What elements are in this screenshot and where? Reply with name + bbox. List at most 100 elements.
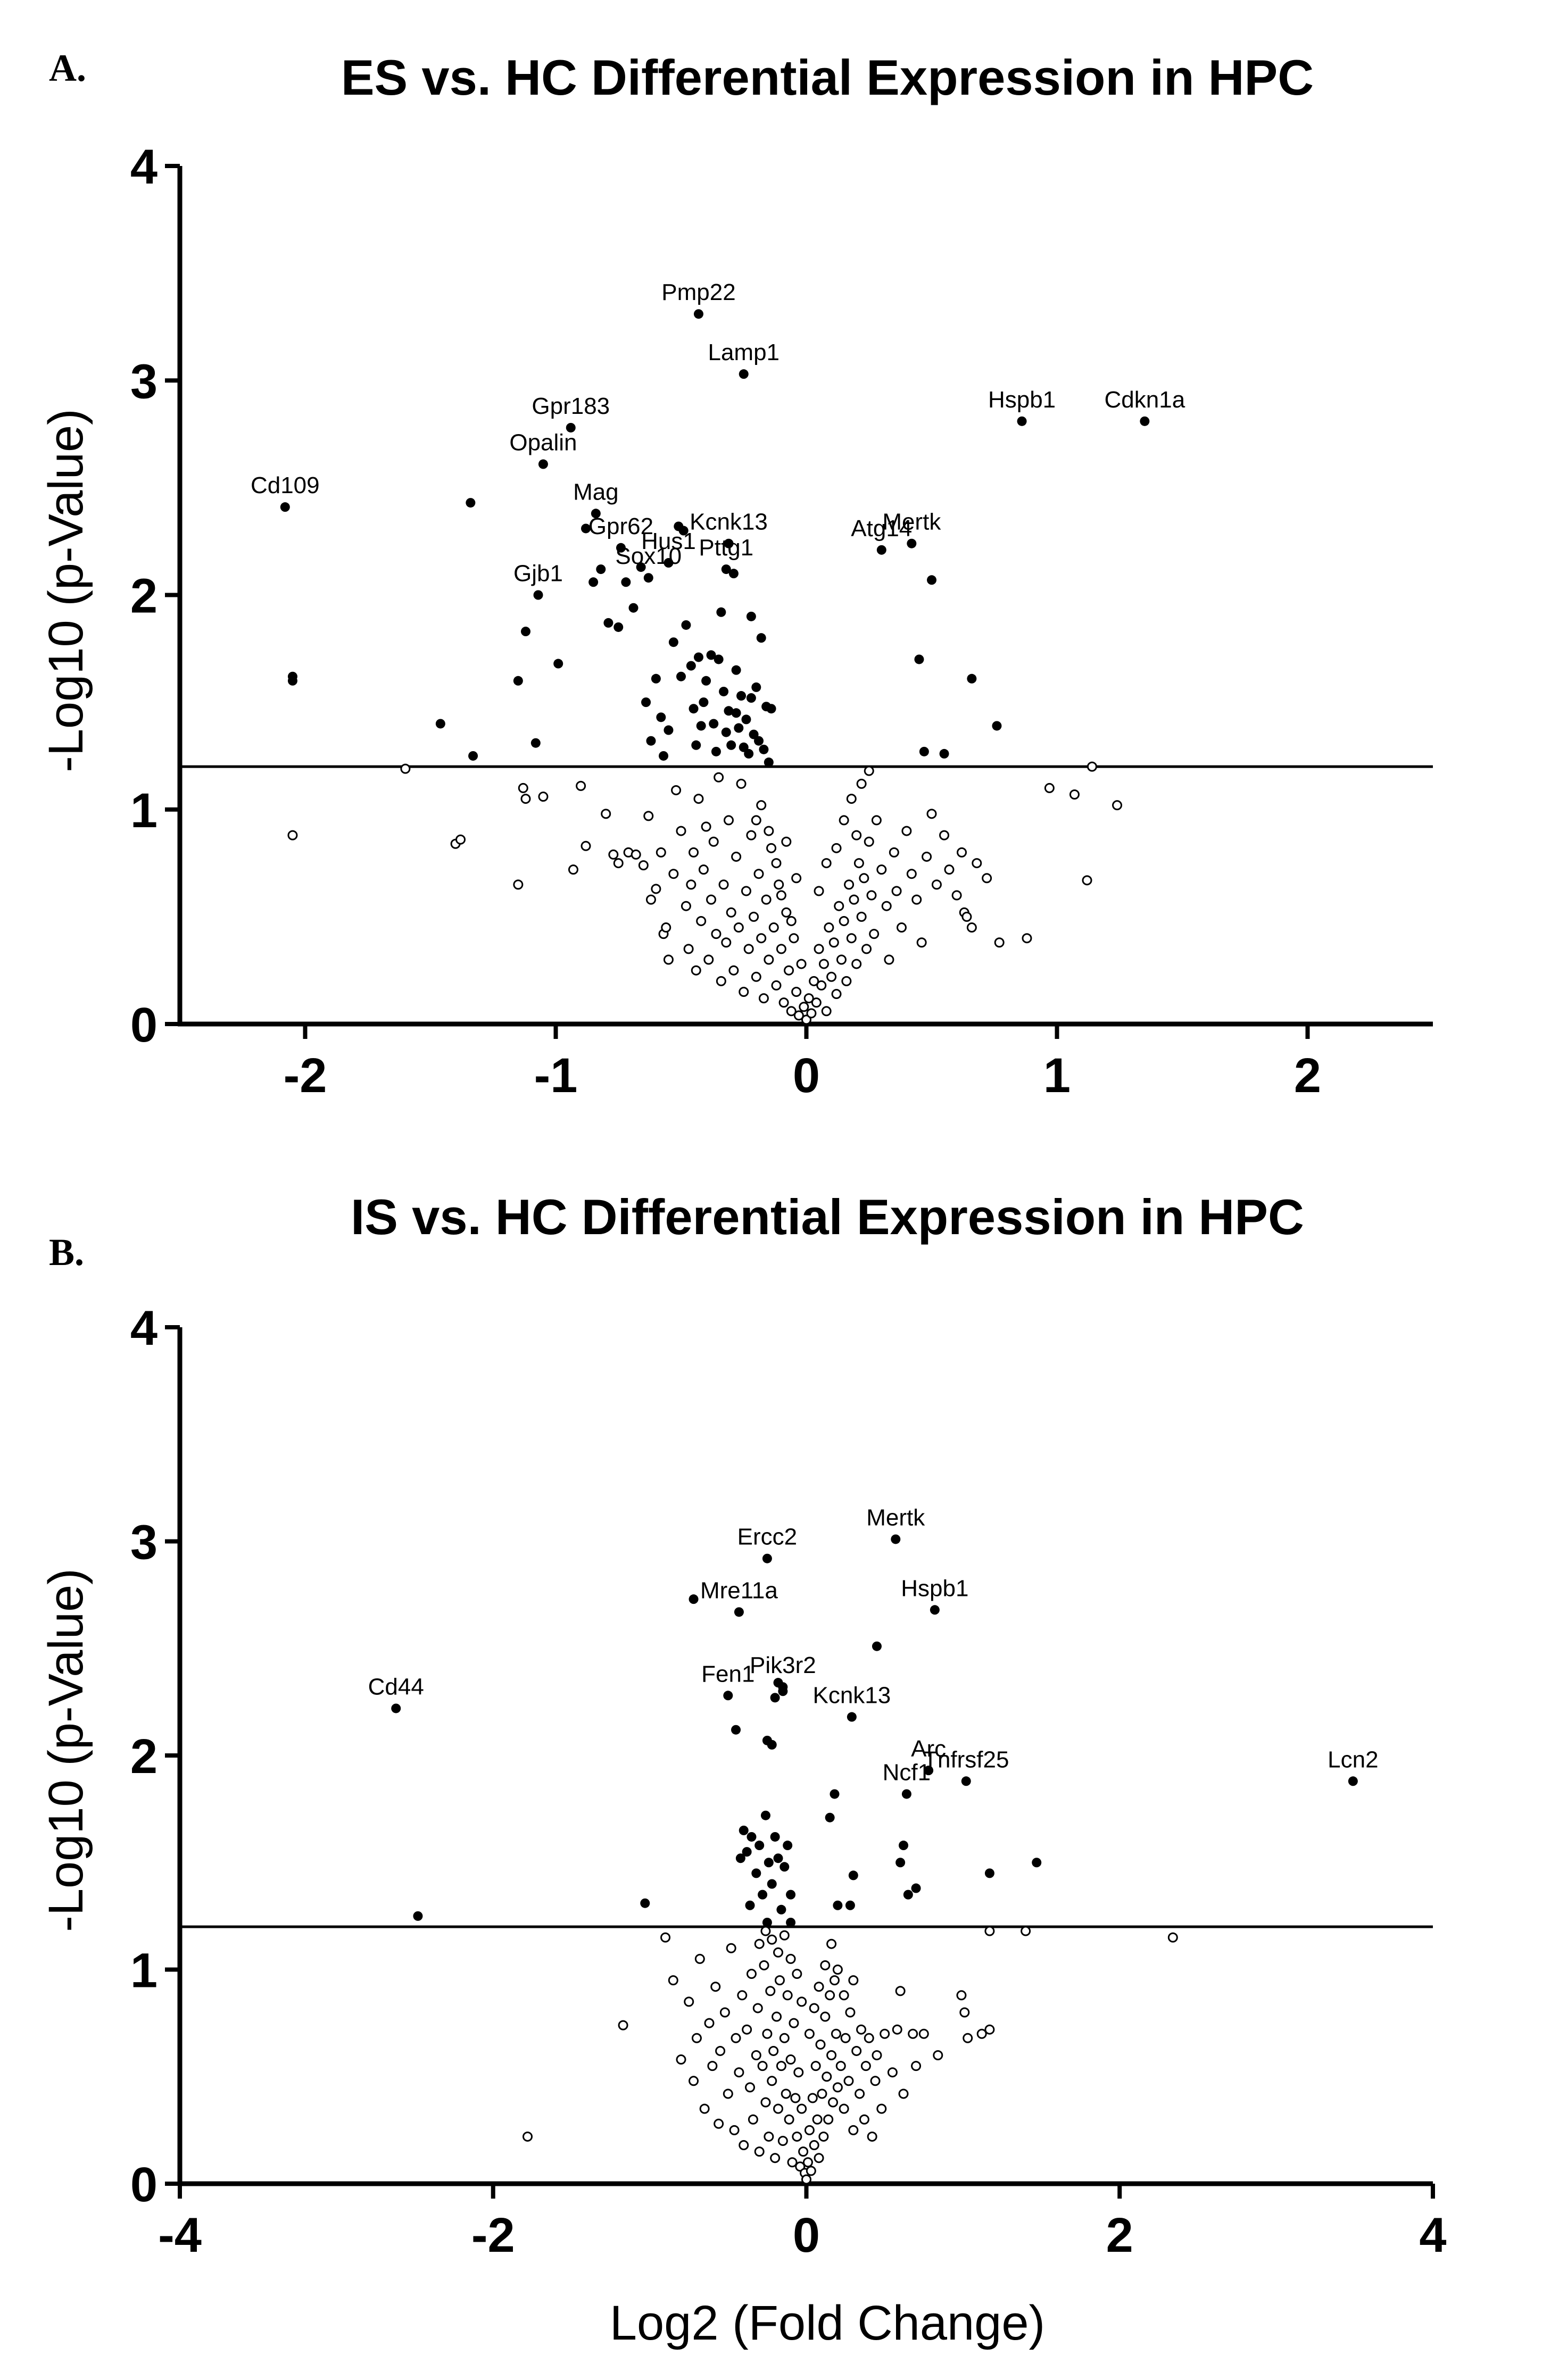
panel-b-nonsignificant-point bbox=[856, 2024, 867, 2035]
panel-b-nonsignificant-point bbox=[798, 2146, 809, 2157]
panel-a-nonsignificant-point bbox=[814, 886, 824, 896]
panel-b-nonsignificant-point bbox=[898, 2088, 909, 2099]
panel-b-nonsignificant-point bbox=[831, 2028, 841, 2039]
panel-a-gene-point-atg14 bbox=[876, 545, 886, 555]
panel-a-nonsignificant-point bbox=[871, 815, 882, 826]
panel-a-nonsignificant-point bbox=[856, 911, 867, 922]
panel-b-nonsignificant-point bbox=[765, 1986, 776, 1996]
panel-b-nonsignificant-point bbox=[826, 1938, 837, 1949]
panel-a-nonsignificant-point bbox=[826, 971, 837, 982]
panel-a-nonsignificant-point bbox=[1022, 933, 1032, 944]
panel-a-significant-point bbox=[466, 498, 476, 508]
panel-a-significant-point bbox=[646, 736, 656, 746]
panel-b-nonsignificant-point bbox=[867, 2131, 877, 2142]
panel-b-nonsignificant-point bbox=[773, 1947, 784, 1958]
panel-a-significant-point bbox=[731, 665, 741, 675]
panel-a-nonsignificant-point bbox=[698, 864, 709, 875]
panel-a-gene-label-sox10: Sox10 bbox=[615, 543, 682, 569]
panel-b-nonsignificant-point bbox=[810, 2061, 821, 2071]
panel-b-significant-point bbox=[745, 1900, 755, 1910]
panel-a-nonsignificant-point bbox=[764, 826, 774, 836]
panel-b-plot-area: 0 1 2 3 4 -4 -2 0 2 4 Mertk Ercc2 Mre11a Hspb1 Pik3r2 C… bbox=[130, 1301, 1447, 2262]
panel-b-nonsignificant-point bbox=[804, 2125, 815, 2135]
panel-a-significant-point bbox=[741, 714, 751, 725]
panel-a-significant-point bbox=[714, 654, 724, 664]
panel-b-nonsignificant-point bbox=[784, 2114, 794, 2125]
panel-a-significant-point bbox=[746, 693, 756, 703]
panel-b-nonsignificant-point bbox=[759, 1960, 769, 1970]
panel-b-significant-point bbox=[760, 1810, 770, 1820]
panel-b-nonsignificant-point bbox=[802, 2157, 813, 2168]
panel-a-gene-point-gjb1 bbox=[533, 590, 543, 600]
panel-a-nonsignificant-point bbox=[926, 809, 937, 819]
panel-a-significant-point bbox=[659, 751, 669, 761]
panel-a-nonsignificant-point bbox=[706, 894, 717, 905]
panel-b-significant-point bbox=[767, 1740, 777, 1750]
panel-b-nonsignificant-point bbox=[707, 2061, 718, 2071]
panel-a-nonsignificant-point bbox=[866, 890, 877, 901]
panel-a-significant-point bbox=[728, 569, 739, 579]
panel-b-nonsignificant-point bbox=[807, 2093, 818, 2103]
panel-b-letter: B. bbox=[49, 1231, 84, 1274]
panel-b-nonsignificant-point bbox=[959, 2007, 970, 2018]
panel-b-nonsignificant-point bbox=[752, 2003, 763, 2013]
panel-a-y-axis-title: -Log10 (p-Value) bbox=[39, 409, 93, 772]
panel-b-nonsignificant-point bbox=[754, 1938, 765, 1949]
panel-b-significant-point bbox=[758, 1890, 768, 1900]
panel-b-gene-label-lcn2: Lcn2 bbox=[1328, 1746, 1378, 1772]
panel-a-nonsignificant-point bbox=[944, 864, 955, 875]
panel-a-gene-label-mag: Mag bbox=[573, 479, 619, 505]
panel-a-significant-point bbox=[520, 627, 530, 637]
panel-a-y-tick-label: 3 bbox=[130, 354, 157, 409]
panel-a-nonsignificant-point bbox=[922, 851, 932, 862]
panel-b-nonsignificant-point bbox=[668, 1975, 678, 1986]
panel-b-nonsignificant-point bbox=[814, 2153, 824, 2163]
panel-a-nonsignificant-point bbox=[736, 778, 747, 789]
panel-a-nonsignificant-point bbox=[869, 929, 880, 939]
panel-a-nonsignificant-point bbox=[668, 869, 679, 879]
panel-b-nonsignificant-point bbox=[829, 1975, 840, 1986]
panel-a-nonsignificant-point bbox=[400, 763, 411, 774]
panel-b-nonsignificant-point bbox=[876, 2103, 887, 2114]
panel-b-gene-label-ncf1: Ncf1 bbox=[883, 1759, 931, 1785]
panel-a-significant-point bbox=[553, 659, 563, 669]
panel-b-nonsignificant-point bbox=[822, 2071, 832, 2082]
panel-a-gene-label-atg14: Atg14 bbox=[851, 515, 912, 542]
panel-b-x-tick-label: 0 bbox=[793, 2208, 820, 2262]
panel-b-nonsignificant-point bbox=[789, 2018, 799, 2028]
panel-b-nonsignificant-point bbox=[817, 2088, 827, 2099]
panel-a-nonsignificant-point bbox=[756, 933, 767, 944]
panel-a-nonsignificant-point bbox=[733, 922, 744, 933]
panel-b-y-tick-label: 1 bbox=[130, 1944, 157, 1998]
panel-a-nonsignificant-point bbox=[723, 815, 734, 826]
panel-a-gene-point-hspb1 bbox=[1017, 416, 1027, 426]
panel-b-nonsignificant-point bbox=[523, 2131, 533, 2142]
panel-a-nonsignificant-point bbox=[786, 916, 797, 926]
panel-a-nonsignificant-point bbox=[731, 851, 742, 862]
panel-b-nonsignificant-point bbox=[859, 2114, 869, 2125]
panel-a-significant-point bbox=[721, 727, 731, 737]
panel-a-nonsignificant-point bbox=[638, 860, 649, 871]
panel-a-nonsignificant-point bbox=[876, 864, 887, 875]
panel-a-nonsignificant-point bbox=[891, 886, 902, 896]
panel-a-significant-point bbox=[641, 697, 651, 708]
panel-a-nonsignificant-point bbox=[693, 794, 704, 804]
panel-a-significant-point bbox=[530, 738, 541, 748]
panel-a-nonsignificant-point bbox=[776, 890, 786, 901]
panel-a-nonsignificant-point bbox=[726, 907, 736, 918]
panel-a-nonsignificant-point bbox=[701, 821, 711, 832]
panel-a-significant-point bbox=[726, 740, 736, 750]
panel-b-x-tick-label: -4 bbox=[158, 2208, 202, 2262]
panel-a-nonsignificant-point bbox=[718, 879, 729, 890]
panel-a-nonsignificant-point bbox=[520, 794, 531, 804]
panel-b-nonsignificant-point bbox=[812, 2114, 823, 2125]
panel-a-x-tick-label: 0 bbox=[793, 1048, 820, 1103]
panel-a-nonsignificant-point bbox=[739, 987, 749, 997]
panel-a-nonsignificant-point bbox=[994, 937, 1005, 948]
panel-b-significant-point bbox=[899, 1841, 909, 1851]
panel-b-nonsignificant-point bbox=[848, 1975, 859, 1986]
panel-b-significant-point bbox=[872, 1641, 882, 1651]
panel-a-significant-point bbox=[749, 729, 759, 739]
panel-b-significant-point bbox=[776, 1904, 786, 1915]
